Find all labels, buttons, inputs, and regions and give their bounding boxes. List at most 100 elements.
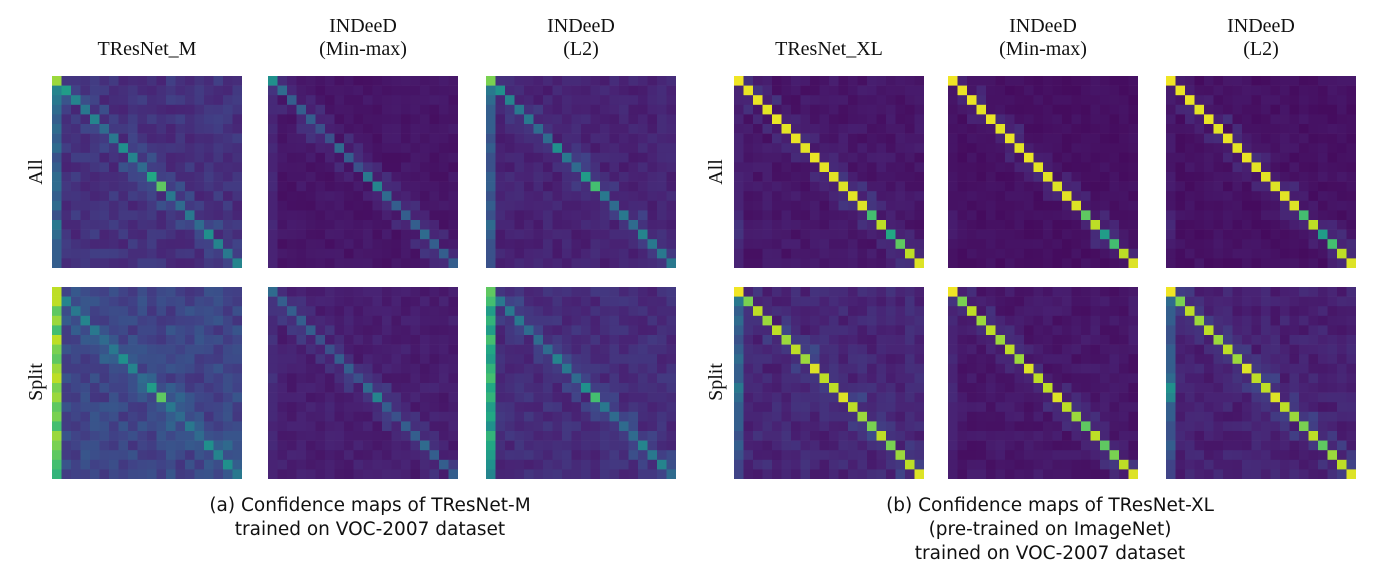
heatmap-cell [1242, 191, 1252, 202]
heatmap-cell [1005, 411, 1015, 422]
heatmap-cell [1185, 114, 1195, 125]
heatmap-cell [1119, 191, 1129, 202]
heatmap-cell [1033, 181, 1044, 192]
heatmap-cell [99, 152, 110, 163]
heatmap-cell [495, 469, 506, 479]
heatmap-cell [753, 296, 763, 307]
heatmap-cell [1280, 239, 1290, 250]
heatmap-cell [223, 239, 233, 250]
heatmap-cell [581, 335, 591, 345]
heatmap-cell [1194, 383, 1205, 393]
heatmap-cell [638, 191, 648, 202]
heatmap-cell [1014, 162, 1025, 173]
heatmap-cell [287, 402, 297, 413]
heatmap-cell [185, 373, 195, 384]
heatmap-cell [1299, 152, 1309, 163]
heatmap-cell [410, 239, 421, 250]
heatmap-cell [848, 335, 858, 345]
heatmap-cell [1251, 306, 1262, 317]
heatmap-cell [439, 287, 449, 297]
heatmap-cell [1289, 229, 1300, 240]
heatmap-cell [296, 191, 307, 202]
heatmap-cell [1270, 124, 1281, 134]
heatmap-cell [175, 431, 186, 441]
heatmap-cell [1128, 296, 1138, 307]
heatmap-cell [753, 383, 763, 393]
heatmap-cell [1194, 402, 1205, 413]
heatmap-cell [334, 124, 345, 134]
heatmap-cell [524, 363, 534, 374]
heatmap-cell [638, 133, 648, 144]
heatmap-cell [886, 104, 896, 115]
heatmap-cell [1024, 239, 1034, 250]
heatmap-cell [734, 124, 744, 134]
heatmap-cell [562, 248, 572, 259]
heatmap-cell [1005, 421, 1015, 432]
heatmap-cell [1024, 315, 1034, 326]
heatmap-cell [1043, 440, 1053, 451]
heatmap-cell [128, 383, 138, 393]
heatmap-cell [52, 143, 62, 154]
heatmap-cell [268, 411, 278, 422]
heatmap-cell [287, 450, 297, 461]
heatmap-cell [948, 344, 958, 355]
heatmap-cell [439, 325, 449, 336]
heatmap-cell [581, 229, 591, 240]
heatmap-cell [1033, 104, 1044, 115]
heatmap-cell [543, 392, 553, 403]
heatmap-cell [1308, 287, 1319, 297]
heatmap-cell [638, 172, 648, 182]
heatmap-cell [505, 229, 515, 240]
heatmap-cell [175, 325, 186, 336]
heatmap-cell [429, 335, 440, 345]
heatmap-cell [543, 363, 553, 374]
heatmap-cell [1223, 104, 1233, 115]
heatmap-cell [61, 354, 72, 365]
heatmap-cell [363, 85, 373, 96]
heatmap-cell [543, 143, 553, 154]
heatmap-cell [571, 104, 582, 115]
heatmap-cell [781, 124, 792, 134]
heatmap-cell [886, 133, 896, 144]
heatmap-cell [1327, 296, 1338, 307]
heatmap-cell [353, 143, 364, 154]
heatmap-cell [1166, 181, 1176, 192]
heatmap-cell [1251, 95, 1262, 106]
heatmap-cell [213, 133, 224, 144]
heatmap-cell [609, 95, 620, 106]
heatmap-cell [439, 162, 449, 173]
heatmap-cell [1280, 287, 1290, 297]
heatmap-cell [420, 181, 430, 192]
heatmap-cell [213, 191, 224, 202]
heatmap-cell [213, 76, 224, 86]
heatmap-cell [1223, 411, 1233, 422]
heatmap-cell [647, 392, 658, 403]
heatmap-cell [1033, 402, 1044, 413]
heatmap-cell [1261, 239, 1271, 250]
heatmap-cell [829, 335, 839, 345]
heatmap-cell [1052, 76, 1063, 86]
heatmap-cell [1128, 402, 1138, 413]
heatmap-cell [628, 258, 639, 268]
heatmap-cell [223, 191, 233, 202]
heatmap-cell [1346, 402, 1356, 413]
heatmap-cell [80, 383, 91, 393]
heatmap-cell [562, 152, 572, 163]
heatmap-cell [590, 383, 601, 393]
heatmap-cell [1337, 392, 1347, 403]
heatmap-cell [810, 344, 820, 355]
heatmap-cell [1213, 76, 1224, 86]
heatmap-cell [420, 210, 430, 221]
heatmap-cell [743, 296, 754, 307]
heatmap-cell [147, 440, 157, 451]
heatmap-cell [743, 411, 754, 422]
heatmap-cell [524, 133, 534, 144]
heatmap-cell [800, 220, 811, 230]
heatmap-cell [363, 344, 373, 355]
heatmap-cell [410, 114, 421, 125]
heatmap-cell [118, 104, 129, 115]
heatmap-cell [895, 354, 906, 365]
heatmap-cell [213, 95, 224, 106]
heatmap-cell [429, 344, 440, 355]
heatmap-cell [391, 172, 402, 182]
